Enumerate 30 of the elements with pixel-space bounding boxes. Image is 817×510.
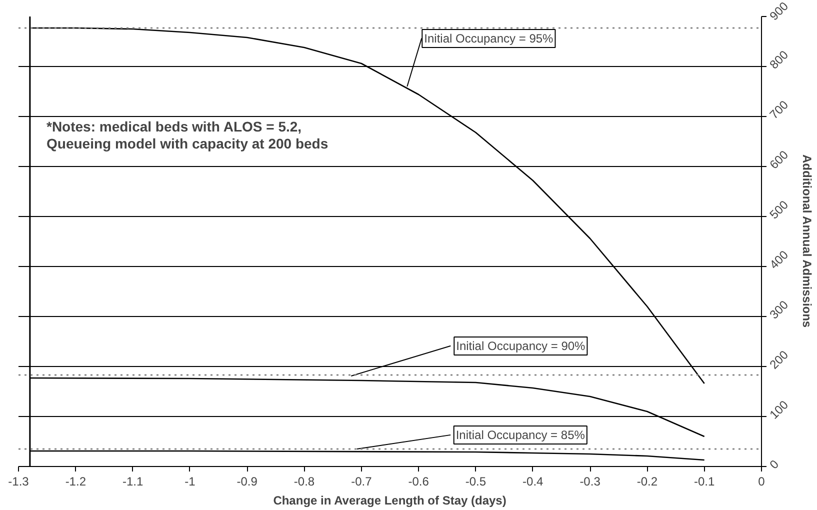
annotation: Initial Occupancy = 85% [456,428,586,442]
annotation: *Notes: medical beds with ALOS = 5.2, Queueing model with capacity at 200 beds [46,118,328,152]
x-tick-label: -1.3 [8,474,30,488]
y-tick-label: 600 [766,148,792,172]
x-tick-label: -0.7 [351,474,372,488]
y-tick-label: 300 [766,298,792,322]
x-tick-label: -1.2 [65,474,86,488]
y-tick-label: 700 [766,98,792,122]
x-tick-label: -0.2 [636,474,658,488]
x-tick-label: -0.6 [408,474,430,488]
annotation: Initial Occupancy = 90% [456,339,586,353]
y-tick-label: 500 [766,198,792,222]
x-tick-label: -0.4 [522,474,544,488]
x-tick-label: -0.3 [580,474,601,488]
y-tick-label: 0 [766,456,782,472]
y-tick-label: 100 [766,398,792,422]
x-tick-label: -1.1 [122,474,144,488]
y-tick-label: 900 [766,0,792,24]
x-tick-label: -0.5 [465,474,486,488]
annotation: Initial Occupancy = 95% [424,32,554,46]
x-tick-label: -1 [184,474,196,488]
x-tick-label: -0.9 [236,474,258,488]
x-tick-label: -0.1 [694,474,716,488]
x-axis-title: Change in Average Length of Stay (days) [273,494,506,508]
x-tick-label: 0 [758,474,766,488]
y-axis-title: Additional Annual Admissions [800,154,814,328]
y-tick-label: 200 [766,348,792,372]
x-tick-label: -0.8 [294,474,315,488]
y-tick-label: 400 [766,248,792,272]
y-tick-label: 800 [766,48,792,72]
